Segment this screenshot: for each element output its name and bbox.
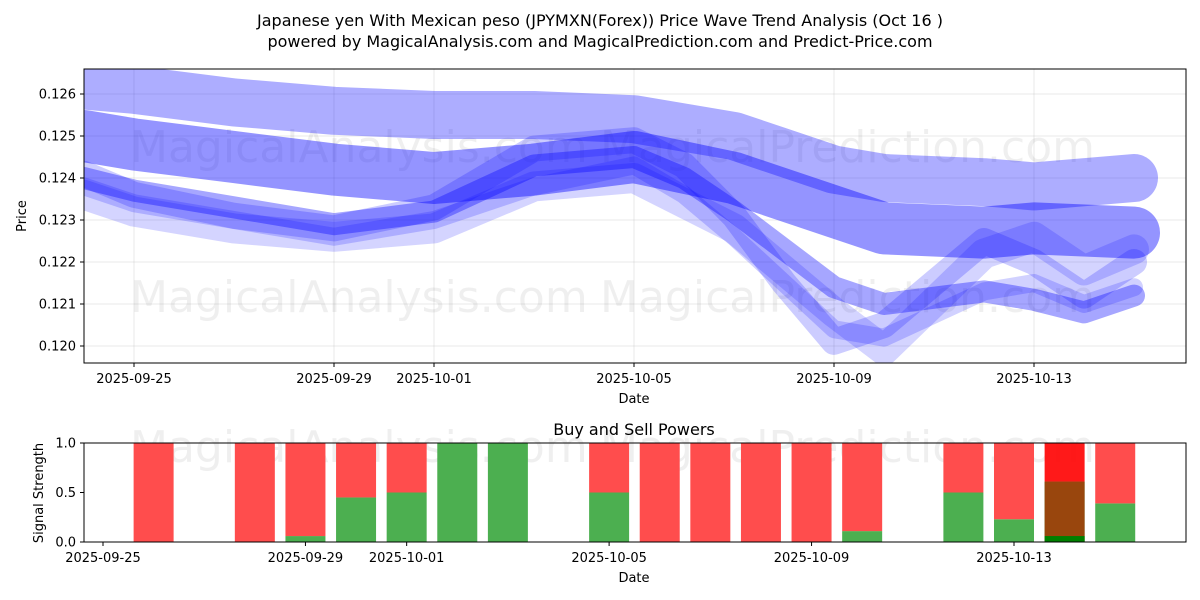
- buy-bar: [336, 497, 377, 542]
- y-tick-label: 0.120: [39, 340, 76, 355]
- mixed-overlay-bar: [1044, 481, 1085, 542]
- x-tick-label: 2025-09-29: [296, 372, 372, 387]
- series-wave-a: [84, 146, 1145, 324]
- buy-bar: [842, 531, 883, 542]
- chart-subtitle: powered by MagicalAnalysis.com and Magic…: [267, 32, 932, 51]
- price-plot: MagicalAnalysis.com MagicalPrediction.co…: [15, 68, 1187, 407]
- sell-bar: [994, 443, 1034, 520]
- power-plot-title: Buy and Sell Powers: [553, 420, 715, 439]
- sell-bar: [285, 443, 326, 537]
- sell-bar: [1095, 443, 1136, 504]
- sell-bar: [386, 443, 427, 493]
- strong-buy-bar: [1044, 536, 1085, 542]
- x-tick-label: 2025-10-05: [596, 372, 672, 387]
- power-bars: [133, 443, 1136, 542]
- sell-bar: [133, 443, 174, 542]
- series-wave-c: [84, 127, 1147, 355]
- x-tick-label: 2025-10-13: [996, 372, 1072, 387]
- buy-bar: [994, 519, 1034, 542]
- sell-bar: [842, 443, 883, 532]
- watermark-analysis-mid: MagicalAnalysis.com: [130, 272, 588, 323]
- y-tick-label: 0.126: [39, 88, 76, 103]
- x-tick-label: 2025-10-01: [369, 551, 445, 566]
- buy-bar: [386, 492, 427, 542]
- power-x-label: Date: [618, 571, 649, 586]
- power-y-label: Signal Strength: [32, 443, 47, 543]
- price-plot-frame: [83, 68, 1187, 364]
- y-tick-label: 0.125: [39, 130, 76, 145]
- watermark-prediction-top: MagicalPrediction.com: [600, 122, 1095, 173]
- price-plot-background: [84, 69, 1186, 363]
- watermark-prediction-mid: MagicalPrediction.com: [600, 272, 1095, 323]
- chart-title: Japanese yen With Mexican peso (JPYMXN(F…: [256, 11, 943, 30]
- buy-bar: [589, 492, 630, 542]
- sell-bar: [234, 443, 275, 542]
- sell-bar: [336, 443, 377, 498]
- x-tick-label: 2025-09-25: [96, 372, 172, 387]
- x-tick-label: 2025-10-13: [976, 551, 1052, 566]
- sell-bar: [639, 443, 680, 542]
- x-tick-label: 2025-10-09: [796, 372, 872, 387]
- sell-bar: [791, 443, 832, 542]
- buy-bar: [487, 443, 528, 542]
- price-x-label: Date: [618, 392, 649, 407]
- buy-bar: [943, 492, 984, 542]
- watermark-analysis-top: MagicalAnalysis.com: [130, 122, 588, 173]
- series-wave-d: [84, 163, 1149, 363]
- price-y-label: Price: [15, 200, 30, 232]
- y-tick-label: 0.122: [39, 256, 76, 271]
- y-tick-label: 0.123: [39, 214, 76, 229]
- y-tick-label: 0.121: [39, 298, 76, 313]
- buy-bar: [1095, 503, 1136, 542]
- price-grid: [84, 69, 1186, 363]
- buy-bar: [285, 536, 326, 542]
- sell-bar: [589, 443, 630, 493]
- price-x-ticks: 2025-09-25 2025-09-29 2025-10-01 2025-10-05…: [96, 363, 1072, 387]
- sell-bar: [690, 443, 731, 542]
- power-y-ticks: 0.0 0.5 1.0: [55, 437, 84, 551]
- sell-bar: [943, 443, 984, 493]
- price-watermarks: MagicalAnalysis.com MagicalPrediction.co…: [130, 122, 1095, 323]
- y-tick-label: 0.0: [55, 536, 76, 551]
- y-tick-label: 0.124: [39, 172, 76, 187]
- series-wave-b: [84, 156, 1143, 347]
- x-tick-label: 2025-09-29: [268, 551, 344, 566]
- series-wave-mid: [84, 110, 1160, 259]
- wave-series: [84, 69, 1160, 363]
- y-tick-label: 1.0: [55, 437, 76, 452]
- sell-bar: [1044, 443, 1085, 482]
- series-wave-upper: [84, 69, 1158, 211]
- price-y-ticks: 0.120 0.121 0.122 0.123 0.124 0.125 0.126: [39, 88, 84, 355]
- x-tick-label: 2025-10-01: [396, 372, 472, 387]
- power-x-ticks: 2025-09-25 2025-09-29 2025-10-01 2025-10-05…: [65, 542, 1052, 566]
- y-tick-label: 0.5: [55, 486, 76, 501]
- buy-bar: [437, 443, 478, 542]
- x-tick-label: 2025-10-09: [774, 551, 850, 566]
- x-tick-label: 2025-09-25: [65, 551, 141, 566]
- x-tick-label: 2025-10-05: [571, 551, 647, 566]
- sell-bar: [740, 443, 781, 542]
- power-plot: Buy and Sell Powers MagicalAnalysis.com …: [32, 420, 1187, 586]
